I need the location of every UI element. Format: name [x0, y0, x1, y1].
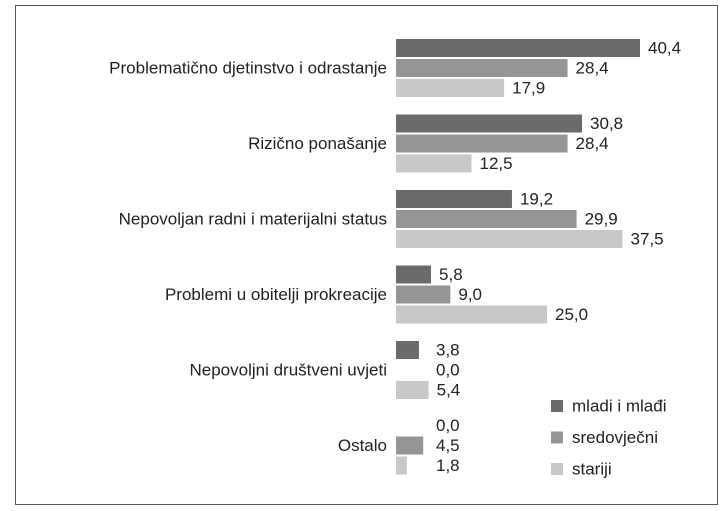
value-label: 30,8	[590, 114, 623, 133]
legend-swatch	[551, 463, 563, 475]
bar	[396, 456, 407, 475]
bar	[396, 39, 641, 57]
frame	[15, 5, 718, 505]
value-label: 4,5	[436, 436, 460, 455]
bar	[396, 210, 577, 228]
value-label: 9,0	[458, 285, 482, 304]
legend-swatch	[551, 431, 563, 444]
category-label: Problematično djetinstvo i odrastanje	[109, 58, 387, 77]
legend-swatch	[551, 400, 563, 412]
legend-label: stariji	[572, 459, 612, 478]
bar	[396, 381, 429, 399]
bar	[396, 114, 583, 133]
bar	[396, 436, 424, 455]
category-label: Nepovoljan radni i materijalni status	[119, 209, 387, 228]
value-label: 28,4	[576, 58, 609, 77]
value-label: 25,0	[555, 305, 588, 324]
bar	[396, 230, 623, 248]
value-label: 1,8	[436, 456, 460, 475]
bar	[396, 341, 419, 359]
value-label: 37,5	[631, 229, 664, 248]
category-label: Nepovoljni društveni uvjeti	[190, 360, 388, 379]
legend-label: mladi i mlađi	[572, 396, 666, 415]
value-label: 0,0	[436, 360, 460, 379]
bar	[396, 265, 432, 284]
value-label: 12,5	[480, 154, 513, 173]
value-label: 5,8	[439, 265, 463, 284]
value-label: 29,9	[585, 209, 618, 228]
bar	[396, 154, 472, 173]
value-label: 3,8	[436, 340, 460, 359]
value-label: 5,4	[437, 380, 461, 399]
legend-label: sredovječni	[572, 428, 658, 447]
value-label: 40,4	[648, 38, 681, 57]
category-label: Problemi u obitelji prokreacije	[165, 285, 387, 304]
bar	[396, 285, 451, 304]
value-label: 19,2	[520, 189, 553, 208]
value-label: 17,9	[512, 78, 545, 97]
value-label: 28,4	[576, 134, 609, 153]
bar	[396, 79, 505, 97]
category-label: Ostalo	[338, 436, 387, 455]
bar	[396, 305, 547, 324]
value-label: 0,0	[436, 416, 460, 435]
category-label: Rizično ponašanje	[248, 134, 387, 153]
bar	[396, 134, 568, 153]
bar	[396, 59, 568, 77]
bar	[396, 190, 512, 208]
